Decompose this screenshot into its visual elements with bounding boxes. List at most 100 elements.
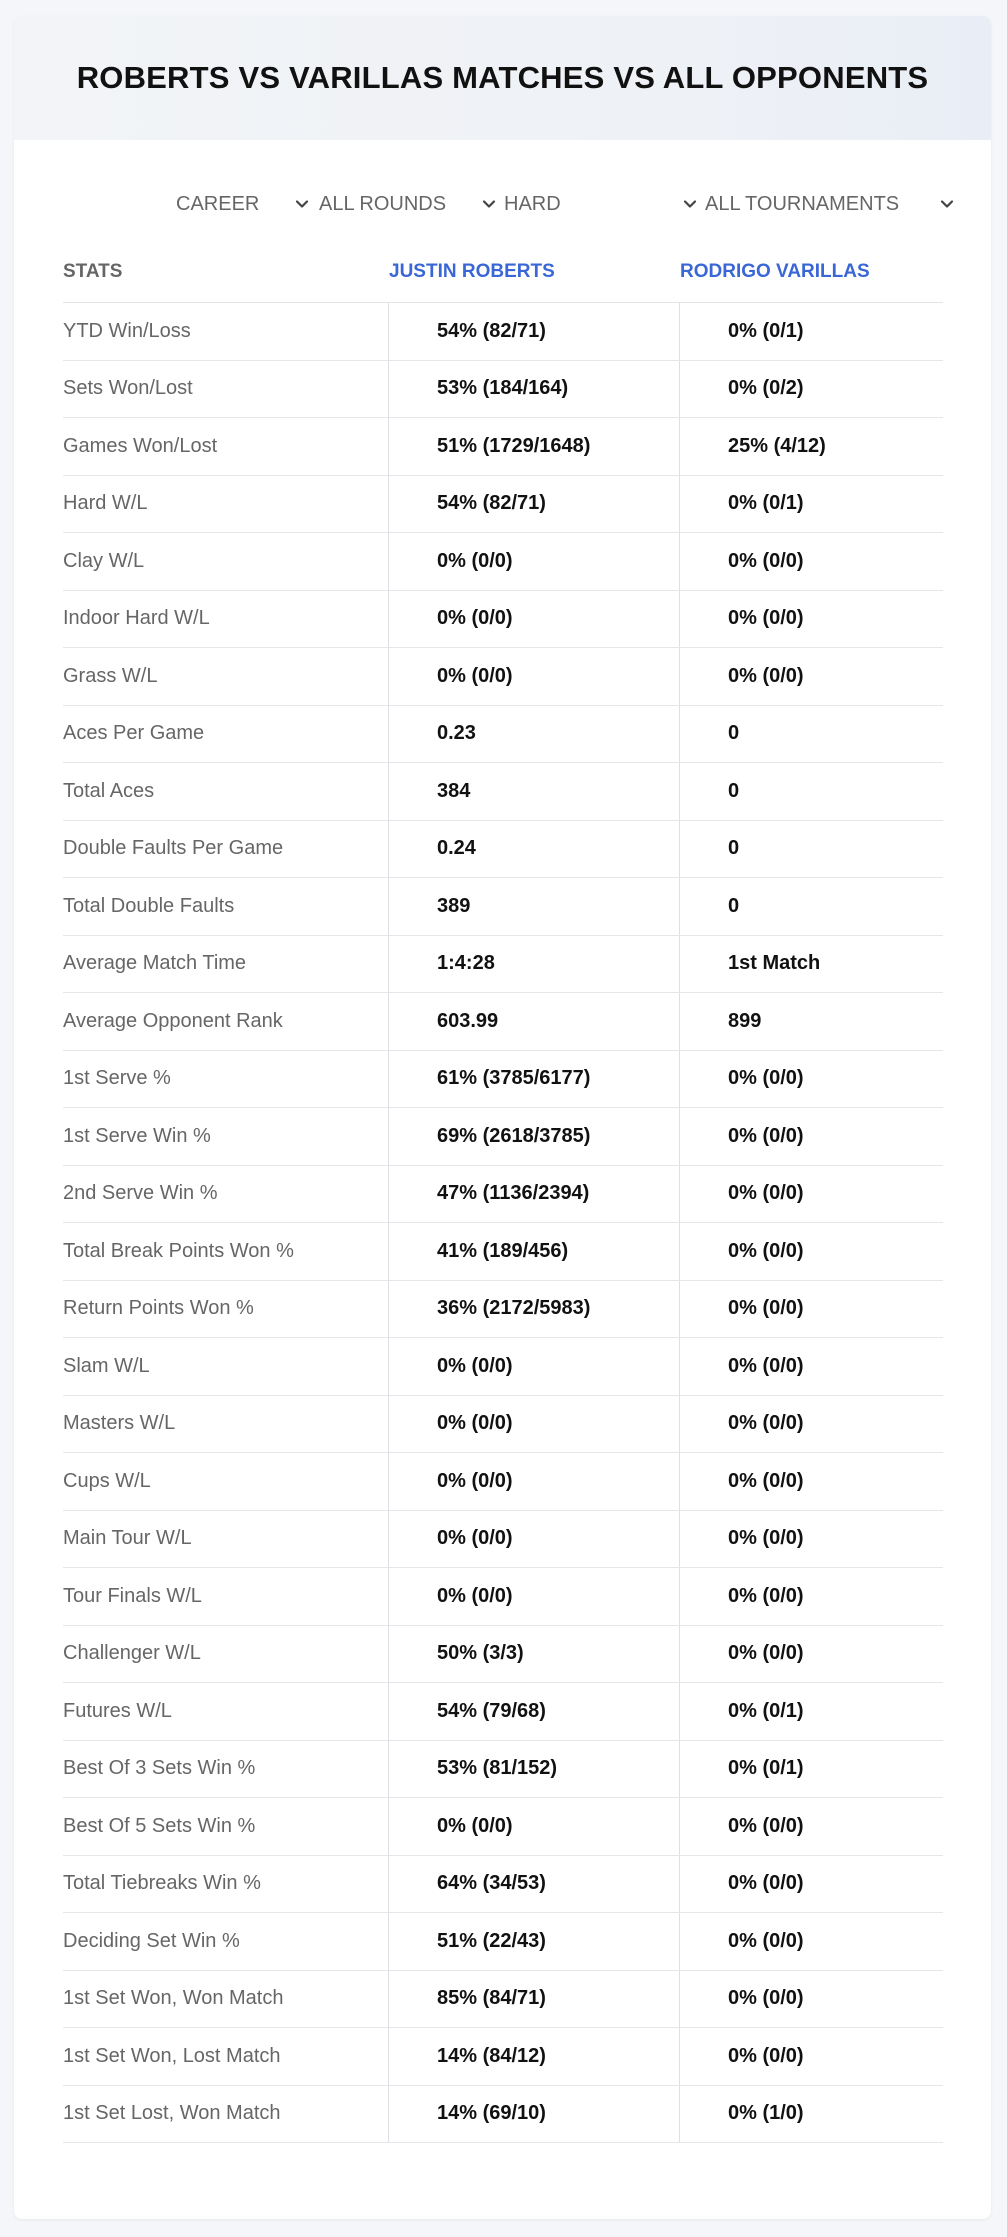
player2-stat-value: 0% (0/2) [728, 377, 804, 400]
stat-label: Grass W/L [63, 648, 389, 705]
player1-stat-value: 0.24 [389, 820, 680, 877]
player1-name[interactable]: JUSTIN ROBERTS [389, 261, 555, 282]
table-row: YTD Win/Loss 54% (82/71) 0% (0/1) [63, 303, 943, 361]
player2-stat-value: 0% (0/0) [728, 1469, 804, 1492]
player1-stat-value: 0% (0/0) [389, 1453, 680, 1510]
player2-stat-value: 0% (0/0) [728, 1814, 804, 1837]
player1-column-header[interactable]: JUSTIN ROBERTS [389, 261, 680, 283]
player1-stat-value: 85% (84/71) [389, 1970, 680, 2027]
surface-select[interactable]: HARD [504, 182, 700, 226]
table-row: Total Double Faults 389 0 [63, 878, 943, 936]
player2-stat-value: 0% (0/1) [728, 1699, 804, 1722]
surface-select-value: HARD [504, 192, 561, 215]
stats-table: STATS JUSTIN ROBERTS RODRIGO VARILLAS YT… [63, 242, 943, 2143]
player2-stat-value: 0% (0/0) [728, 1354, 804, 1377]
player1-stat-value: 51% (1729/1648) [389, 418, 680, 475]
player1-stat-value: 0.23 [389, 705, 680, 762]
player2-column-header[interactable]: RODRIGO VARILLAS [680, 261, 943, 283]
stat-label: 2nd Serve Win % [63, 1165, 389, 1222]
rounds-select[interactable]: ALL ROUNDS [319, 182, 499, 226]
stat-label: Total Break Points Won % [63, 1223, 389, 1280]
tournaments-select-value: ALL TOURNAMENTS [705, 192, 900, 215]
player2-stat-value: 0% (0/1) [728, 492, 804, 515]
stat-label: 1st Serve Win % [63, 1108, 389, 1165]
player1-stat-value: 603.99 [389, 993, 680, 1050]
stat-label: Total Double Faults [63, 878, 389, 935]
player2-stat-value: 0% (0/0) [728, 607, 804, 630]
chevron-down-icon [479, 194, 499, 214]
player2-stat-value: 0% (0/0) [728, 1297, 804, 1320]
player1-stat-value: 47% (1136/2394) [389, 1165, 680, 1222]
stat-label: Challenger W/L [63, 1625, 389, 1682]
player2-stat-value: 0% (0/0) [728, 1929, 804, 1952]
stat-label: Clay W/L [63, 533, 389, 590]
stat-label: Total Aces [63, 763, 389, 820]
table-row: Games Won/Lost 51% (1729/1648) 25% (4/12) [63, 418, 943, 476]
table-row: Masters W/L 0% (0/0) 0% (0/0) [63, 1395, 943, 1453]
player1-stat-value: 14% (84/12) [389, 2028, 680, 2085]
stat-label: Sets Won/Lost [63, 360, 389, 417]
table-header: STATS JUSTIN ROBERTS RODRIGO VARILLAS [63, 242, 943, 303]
table-row: 1st Serve Win % 69% (2618/3785) 0% (0/0) [63, 1108, 943, 1166]
player1-stat-value: 41% (189/456) [389, 1223, 680, 1280]
table-row: Slam W/L 0% (0/0) 0% (0/0) [63, 1338, 943, 1396]
player2-stat-value: 0 [728, 894, 740, 917]
player2-stat-value: 25% (4/12) [728, 434, 826, 457]
tournaments-select[interactable]: ALL TOURNAMENTS [705, 182, 957, 226]
player2-stat-value: 0% (0/0) [728, 1584, 804, 1607]
player2-stat-value: 0% (0/0) [728, 1642, 804, 1665]
table-row: Average Opponent Rank 603.99 899 [63, 993, 943, 1051]
player2-stat-value: 0% (0/0) [728, 1067, 804, 1090]
stat-label: Total Tiebreaks Win % [63, 1855, 389, 1912]
stat-label: Games Won/Lost [63, 418, 389, 475]
period-select-value: CAREER [176, 192, 260, 215]
table-row: Best Of 5 Sets Win % 0% (0/0) 0% (0/0) [63, 1798, 943, 1856]
player2-stat-value: 0% (0/0) [728, 664, 804, 687]
card-header: ROBERTS VS VARILLAS MATCHES VS ALL OPPON… [14, 16, 991, 140]
player2-stat-value: 0% (0/1) [728, 1757, 804, 1780]
stat-label: YTD Win/Loss [63, 303, 389, 360]
table-row: Challenger W/L 50% (3/3) 0% (0/0) [63, 1625, 943, 1683]
stat-label: Hard W/L [63, 475, 389, 532]
player2-stat-value: 0 [728, 779, 740, 802]
period-select[interactable]: CAREER [176, 182, 312, 226]
stat-label: 1st Set Won, Lost Match [63, 2028, 389, 2085]
filter-bar: CAREER ALL ROUNDS HARD ALL TOURNAMENTS [14, 182, 991, 226]
player1-stat-value: 0% (0/0) [389, 533, 680, 590]
player2-stat-value: 1st Match [728, 952, 821, 975]
table-row: 1st Set Lost, Won Match 14% (69/10) 0% (1/… [63, 2085, 943, 2143]
player2-name[interactable]: RODRIGO VARILLAS [680, 261, 870, 282]
player2-stat-value: 0% (0/0) [728, 1124, 804, 1147]
player1-stat-value: 64% (34/53) [389, 1855, 680, 1912]
stat-label: Slam W/L [63, 1338, 389, 1395]
player2-stat-value: 0% (0/0) [728, 1182, 804, 1205]
stat-label: Deciding Set Win % [63, 1913, 389, 1970]
stat-label: Return Points Won % [63, 1280, 389, 1337]
stat-label: Futures W/L [63, 1683, 389, 1740]
table-row: Total Tiebreaks Win % 64% (34/53) 0% (0/0) [63, 1855, 943, 1913]
stat-label: Tour Finals W/L [63, 1568, 389, 1625]
player1-stat-value: 54% (82/71) [389, 475, 680, 532]
player1-stat-value: 61% (3785/6177) [389, 1050, 680, 1107]
player1-stat-value: 51% (22/43) [389, 1913, 680, 1970]
table-row: Double Faults Per Game 0.24 0 [63, 820, 943, 878]
stat-label: Best Of 3 Sets Win % [63, 1740, 389, 1797]
table-row: Indoor Hard W/L 0% (0/0) 0% (0/0) [63, 590, 943, 648]
chevron-down-icon [680, 194, 700, 214]
table-row: Deciding Set Win % 51% (22/43) 0% (0/0) [63, 1913, 943, 1971]
player2-stat-value: 0% (0/0) [728, 2044, 804, 2067]
player2-stat-value: 0% (0/1) [728, 319, 804, 342]
table-row: Main Tour W/L 0% (0/0) 0% (0/0) [63, 1510, 943, 1568]
player1-stat-value: 0% (0/0) [389, 1798, 680, 1855]
stat-label: Double Faults Per Game [63, 820, 389, 877]
player1-stat-value: 0% (0/0) [389, 648, 680, 705]
stat-label: 1st Serve % [63, 1050, 389, 1107]
player1-stat-value: 0% (0/0) [389, 1338, 680, 1395]
stat-label: 1st Set Lost, Won Match [63, 2085, 389, 2142]
stats-column-header: STATS [63, 261, 123, 282]
table-row: 1st Set Won, Lost Match 14% (84/12) 0% (0/… [63, 2028, 943, 2086]
table-row: 1st Serve % 61% (3785/6177) 0% (0/0) [63, 1050, 943, 1108]
chevron-down-icon [292, 194, 312, 214]
table-row: Sets Won/Lost 53% (184/164) 0% (0/2) [63, 360, 943, 418]
player2-stat-value: 0 [728, 722, 740, 745]
